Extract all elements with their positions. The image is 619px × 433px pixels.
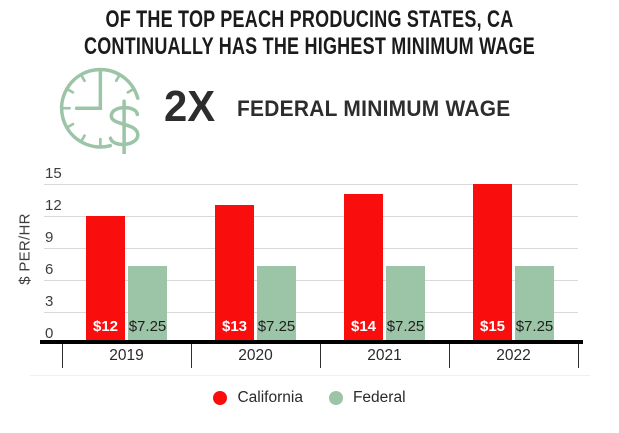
- legend-label-california: California: [237, 389, 303, 406]
- legend: California Federal: [0, 389, 619, 407]
- legend-marker-federal: [328, 391, 343, 405]
- bar-label-california-2022: $15: [479, 318, 506, 335]
- y-tick-label-3: 3: [45, 292, 54, 310]
- x-category-label-2020: 2020: [238, 347, 273, 364]
- bar-label-federal-2022: $7.25: [515, 318, 554, 335]
- x-axis-tick: [449, 343, 450, 368]
- subtitle-text: FEDERAL MINIMUM WAGE: [237, 96, 511, 121]
- y-axis-title: $ PER/HR: [16, 213, 34, 285]
- x-axis-line: [40, 339, 583, 344]
- y-tick-label-6: 6: [45, 260, 54, 278]
- legend-item-federal: Federal: [328, 389, 406, 407]
- x-category-label-2019: 2019: [109, 347, 144, 364]
- gridline-3: [44, 311, 578, 313]
- x-axis-tick: [320, 343, 321, 368]
- x-axis-tick: [191, 343, 192, 368]
- clock-hands: [74, 69, 103, 111]
- bar-label-california-2019: $12: [92, 318, 119, 335]
- clock-ticks: [61, 69, 136, 148]
- bar-california-2019: [86, 215, 125, 344]
- multiplier-text: 2X: [164, 82, 216, 131]
- y-tick-label-0: 0: [45, 324, 54, 342]
- bar-label-federal-2020: $7.25: [257, 318, 296, 335]
- y-tick-label-9: 9: [45, 228, 54, 246]
- gridline-15: [44, 183, 578, 185]
- x-axis-tick: [62, 343, 63, 368]
- bar-label-federal-2021: $7.25: [386, 318, 425, 335]
- chart-frame-bottom-border: [30, 375, 590, 376]
- x-axis-tick: [578, 343, 579, 368]
- bar-california-2021: [344, 194, 383, 344]
- x-category-label-2022: 2022: [496, 347, 531, 364]
- x-category-label-2021: 2021: [367, 347, 402, 364]
- bar-california-2020: [215, 204, 254, 344]
- bar-federal-2022: [515, 266, 554, 344]
- gridline-9: [44, 247, 578, 249]
- bar-federal-2019: [128, 266, 167, 344]
- y-tick-label-12: 12: [45, 196, 62, 214]
- title-line-1: OF THE TOP PEACH PRODUCING STATES, CA: [105, 6, 514, 33]
- bar-label-federal-2019: $7.25: [128, 318, 167, 335]
- clock-dollar-icon: [59, 67, 140, 154]
- title: OF THE TOP PEACH PRODUCING STATES, CA CO…: [0, 6, 619, 60]
- legend-item-california: California: [213, 389, 303, 407]
- bar-california-2022: [473, 183, 512, 344]
- dollar-sign: [108, 99, 140, 154]
- bar-federal-2020: [257, 266, 296, 344]
- y-tick-label-15: 15: [45, 164, 62, 182]
- gridline-6: [44, 279, 578, 281]
- legend-label-federal: Federal: [352, 389, 406, 406]
- title-line-2: CONTINUALLY HAS THE HIGHEST MINIMUM WAGE: [83, 33, 536, 60]
- legend-marker-california: [213, 391, 228, 405]
- gridline-12: [44, 215, 578, 217]
- bar-federal-2021: [386, 266, 425, 344]
- bar-label-california-2021: $14: [350, 318, 377, 335]
- bar-label-california-2020: $13: [221, 318, 248, 335]
